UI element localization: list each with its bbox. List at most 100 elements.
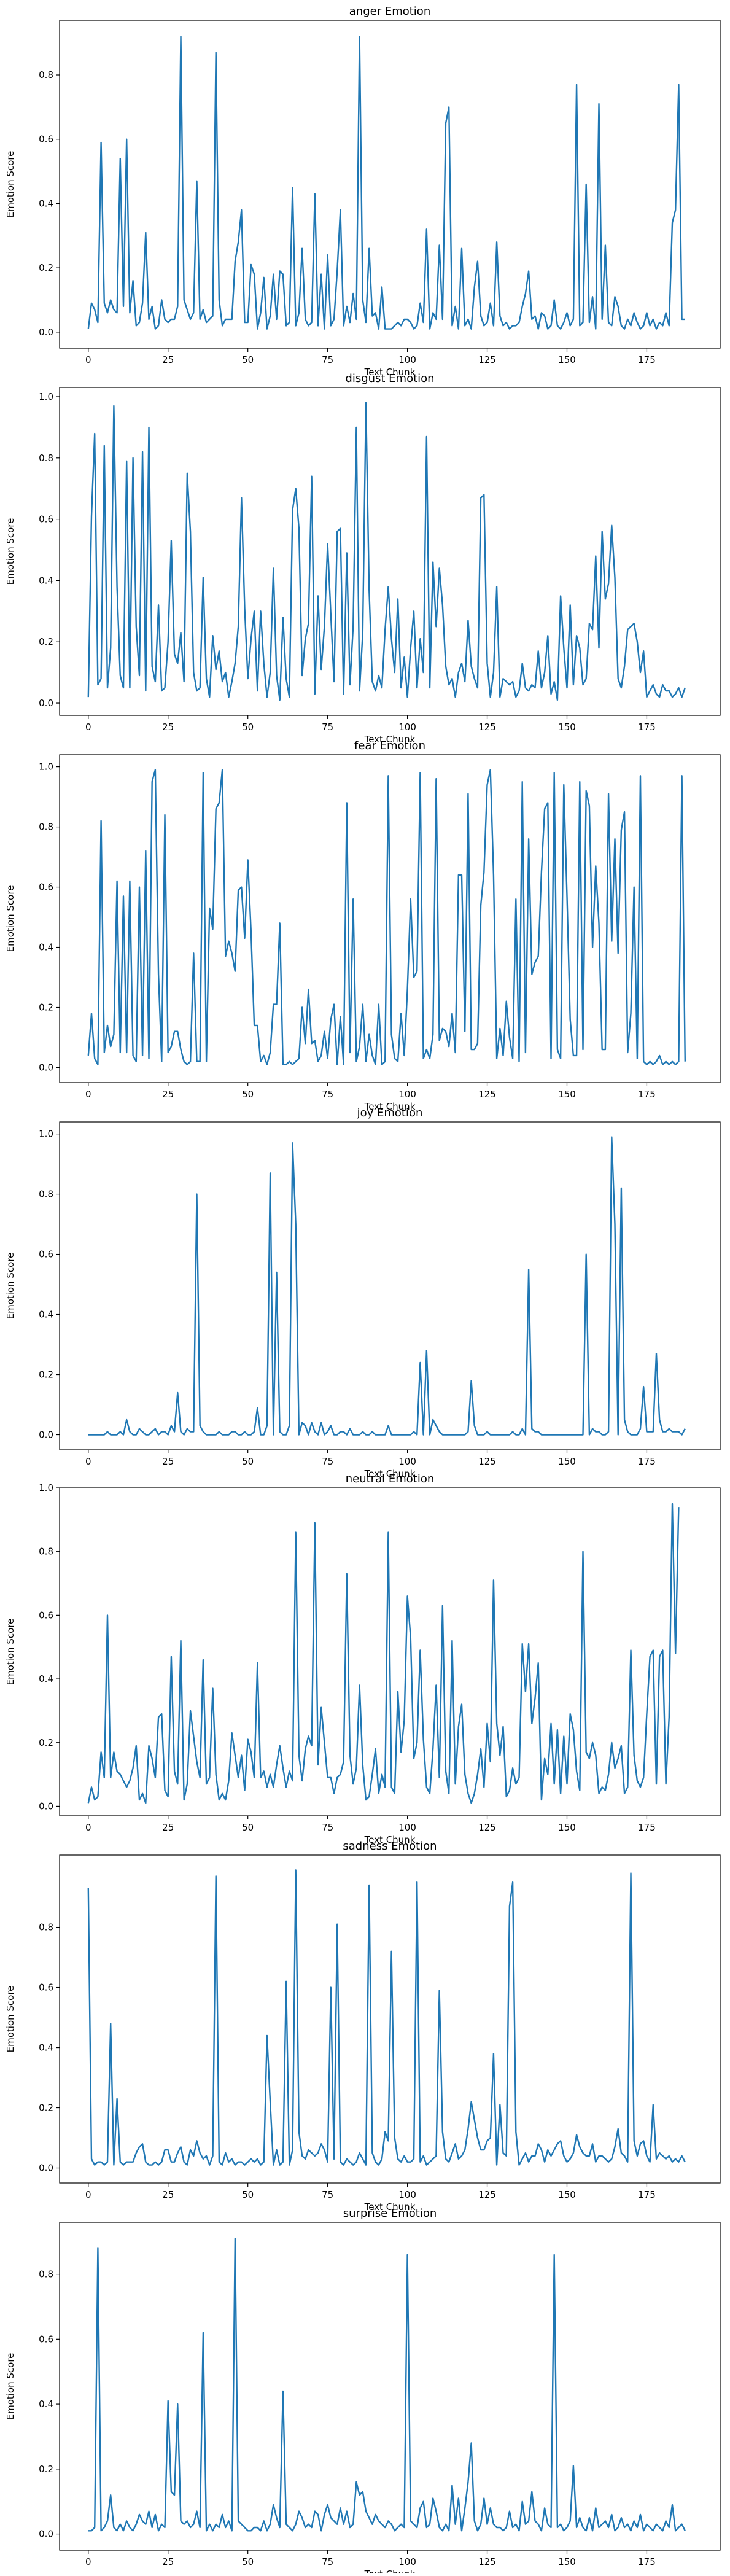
y-tick-label: 0.2	[39, 1737, 53, 1748]
chart-title: surprise Emotion	[343, 2207, 437, 2220]
x-tick-label: 175	[638, 2189, 656, 2200]
series-line	[88, 770, 685, 1065]
x-tick-label: 75	[322, 1822, 333, 1833]
y-axis-label: Emotion Score	[5, 1253, 16, 1320]
series-line	[88, 403, 685, 700]
series-line	[88, 1504, 679, 1803]
y-tick-label: 0.6	[39, 514, 53, 525]
y-tick-label: 0.6	[39, 134, 53, 145]
x-tick-label: 75	[322, 2189, 333, 2200]
x-tick-label: 150	[558, 1822, 576, 1833]
x-tick-label: 125	[478, 1089, 496, 1100]
y-tick-label: 0.6	[39, 882, 53, 893]
y-axis-label: Emotion Score	[5, 518, 16, 585]
y-axis-label: Emotion Score	[5, 1986, 16, 2053]
x-tick-label: 150	[558, 2189, 576, 2200]
y-tick-label: 0.8	[39, 2269, 53, 2280]
y-tick-label: 1.0	[39, 1482, 53, 1493]
x-tick-label: 175	[638, 1822, 656, 1833]
y-tick-label: 0.0	[39, 1062, 53, 1073]
x-tick-label: 50	[242, 1456, 254, 1467]
chart-title: fear Emotion	[354, 739, 425, 752]
x-tick-label: 50	[242, 2556, 254, 2567]
axes-frame	[60, 1122, 720, 1450]
x-tick-label: 75	[322, 722, 333, 733]
x-axis-label: Text Chunk	[364, 2569, 416, 2573]
y-tick-label: 0.4	[39, 1309, 53, 1320]
x-tick-label: 75	[322, 1456, 333, 1467]
x-tick-label: 100	[398, 2189, 416, 2200]
y-tick-label: 0.0	[39, 698, 53, 709]
y-tick-label: 0.8	[39, 1922, 53, 1933]
y-tick-label: 1.0	[39, 1129, 53, 1140]
x-tick-label: 0	[85, 1456, 91, 1467]
x-tick-label: 150	[558, 1089, 576, 1100]
x-tick-label: 125	[478, 2189, 496, 2200]
x-tick-label: 50	[242, 722, 254, 733]
y-tick-label: 0.6	[39, 1249, 53, 1260]
x-tick-label: 25	[162, 1456, 174, 1467]
series-line	[88, 1137, 685, 1435]
y-tick-label: 0.2	[39, 636, 53, 647]
x-tick-label: 100	[398, 1089, 416, 1100]
x-tick-label: 100	[398, 722, 416, 733]
y-tick-label: 0.4	[39, 1673, 53, 1684]
y-tick-label: 1.0	[39, 391, 53, 402]
x-tick-label: 175	[638, 354, 656, 365]
y-tick-label: 0.2	[39, 262, 53, 273]
x-tick-label: 75	[322, 1089, 333, 1100]
y-tick-label: 0.6	[39, 1982, 53, 1993]
y-tick-label: 0.0	[39, 2529, 53, 2540]
y-axis-label: Emotion Score	[5, 2353, 16, 2420]
y-axis-label: Emotion Score	[5, 885, 16, 952]
y-tick-label: 1.0	[39, 761, 53, 772]
axes-frame	[60, 387, 720, 715]
x-tick-label: 25	[162, 1089, 174, 1100]
y-tick-label: 0.0	[39, 327, 53, 338]
y-axis-label: Emotion Score	[5, 151, 16, 218]
x-tick-label: 125	[478, 354, 496, 365]
y-tick-label: 0.4	[39, 2042, 53, 2053]
y-tick-label: 0.4	[39, 942, 53, 953]
x-tick-label: 125	[478, 2556, 496, 2567]
x-tick-label: 175	[638, 1456, 656, 1467]
x-tick-label: 150	[558, 354, 576, 365]
x-tick-label: 50	[242, 354, 254, 365]
y-tick-label: 0.8	[39, 1546, 53, 1557]
x-tick-label: 50	[242, 2189, 254, 2200]
y-tick-label: 0.0	[39, 1430, 53, 1441]
y-tick-label: 0.0	[39, 2163, 53, 2174]
y-tick-label: 0.8	[39, 1189, 53, 1200]
series-line	[88, 2238, 685, 2531]
x-tick-label: 25	[162, 1822, 174, 1833]
y-tick-label: 0.2	[39, 2103, 53, 2114]
x-tick-label: 100	[398, 1456, 416, 1467]
x-tick-label: 50	[242, 1089, 254, 1100]
x-tick-label: 0	[85, 1822, 91, 1833]
x-tick-label: 25	[162, 354, 174, 365]
x-tick-label: 125	[478, 1456, 496, 1467]
x-tick-label: 50	[242, 1822, 254, 1833]
chart-title: sadness Emotion	[343, 1840, 437, 1853]
y-tick-label: 0.8	[39, 822, 53, 833]
y-tick-label: 0.2	[39, 2464, 53, 2475]
data-points	[88, 1870, 685, 2165]
y-axis-label: Emotion Score	[5, 1619, 16, 1686]
axes-frame	[60, 2222, 720, 2550]
chart-title: disgust Emotion	[345, 372, 434, 385]
x-tick-label: 175	[638, 2556, 656, 2567]
x-tick-label: 100	[398, 354, 416, 365]
y-tick-label: 0.6	[39, 1609, 53, 1621]
y-tick-label: 0.8	[39, 453, 53, 464]
chart-title: joy Emotion	[357, 1107, 423, 1119]
x-tick-label: 25	[162, 2556, 174, 2567]
data-points	[88, 2238, 685, 2531]
x-tick-label: 0	[85, 354, 91, 365]
x-tick-label: 75	[322, 354, 333, 365]
x-tick-label: 0	[85, 2189, 91, 2200]
